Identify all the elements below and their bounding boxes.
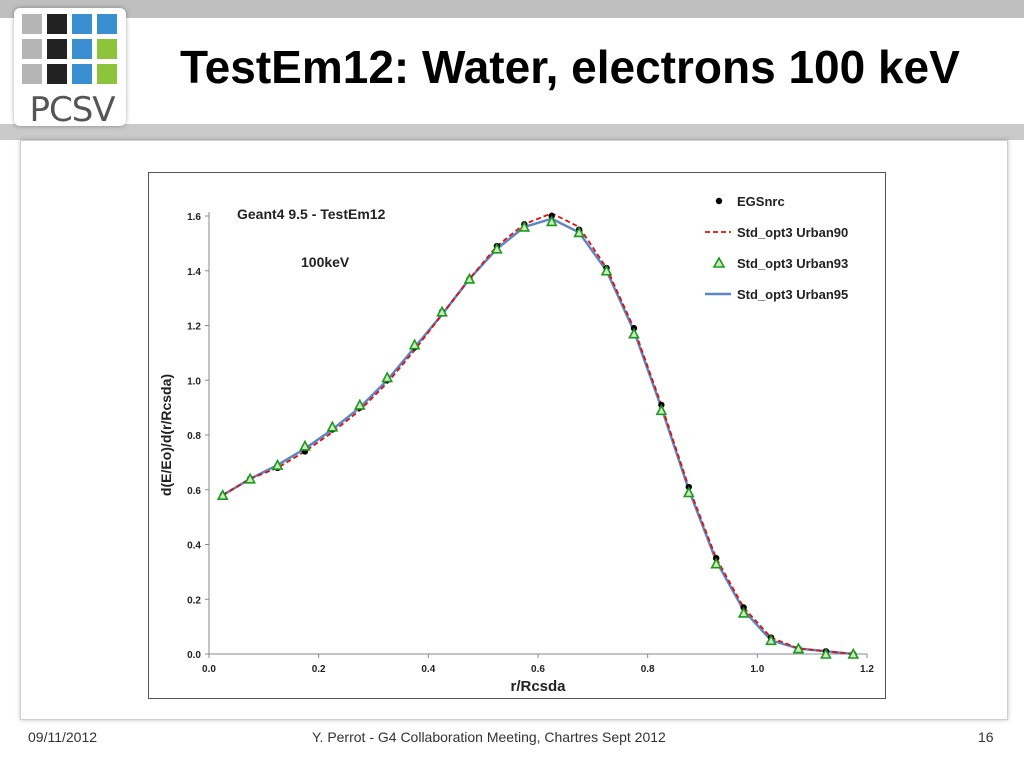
footer-date: 09/11/2012 [28, 729, 98, 745]
y-tick-label: 1.6 [187, 212, 201, 223]
chart: 0.0 0.2 0.4 0.6 0.8 1.0 1.2 1.4 1.6 0.0 0.2 0.4 0.6 0… [158, 194, 874, 695]
top-bar [0, 0, 1024, 18]
logo-square [22, 14, 42, 34]
chart-frame: 0.0 0.2 0.4 0.6 0.8 1.0 1.2 1.4 1.6 0.0 0.2 0.4 0.6 0… [148, 172, 886, 699]
legend-label: EGSnrc [737, 194, 785, 209]
x-tick-label: 0.8 [641, 664, 655, 675]
y-tick-label: 1.4 [187, 267, 201, 278]
legend-marker-urban93 [712, 256, 726, 268]
legend-label: Std_opt3 Urban90 [737, 225, 848, 240]
logo-text: PCSV [29, 90, 115, 130]
point-urban93 [573, 226, 585, 238]
point-urban93 [518, 220, 531, 232]
x-tick-label: 0.2 [312, 664, 326, 675]
pcsv-logo: PCSV [14, 8, 126, 130]
logo-square [72, 14, 92, 34]
legend-label: Std_opt3 Urban95 [737, 287, 848, 302]
point-urban93 [463, 272, 476, 284]
annotation-geant4: Geant4 9.5 - TestEm12 [237, 206, 386, 222]
legend-label: Std_opt3 Urban93 [737, 256, 848, 271]
logo-square [47, 14, 67, 34]
point-urban93 [299, 439, 311, 451]
point-urban93 [765, 634, 777, 646]
point-urban93 [792, 642, 805, 654]
x-tick-label: 0.6 [531, 664, 545, 675]
point-urban93 [737, 606, 750, 618]
point-urban93 [216, 489, 229, 501]
x-tick-label: 0.4 [421, 664, 435, 675]
logo-square [97, 39, 117, 59]
annotation-energy: 100keV [301, 254, 350, 270]
logo-square [22, 64, 42, 84]
y-tick-label: 0.0 [187, 650, 201, 661]
logo-square [97, 14, 117, 34]
point-urban93 [408, 338, 421, 350]
legend-marker-egsnrc [715, 197, 723, 205]
title-separator-bar [0, 124, 1024, 140]
point-urban93 [655, 404, 668, 416]
point-urban93 [353, 398, 366, 410]
series-line-urban90 [222, 212, 854, 655]
x-tick-label: 1.0 [750, 664, 764, 675]
point-urban93 [682, 486, 695, 498]
logo-square [47, 39, 67, 59]
point-urban93 [244, 472, 256, 484]
point-urban93 [271, 458, 284, 470]
y-tick-label: 0.2 [187, 595, 201, 606]
logo-square [47, 64, 67, 84]
slide-title: TestEm12: Water, electrons 100 keV [180, 41, 960, 93]
logo-square [72, 39, 92, 59]
point-urban93 [326, 420, 339, 432]
y-tick-label: 0.8 [187, 431, 201, 442]
point-urban93 [710, 557, 723, 569]
y-axis-label: d(E/Eo)/d(r/Rcsda) [158, 374, 174, 496]
point-urban93 [436, 305, 448, 317]
point-urban93 [545, 215, 558, 227]
series-line-urban95 [222, 217, 854, 656]
x-tick-label: 0.0 [202, 664, 216, 675]
footer-center: Y. Perrot - G4 Collaboration Meeting, Ch… [312, 729, 666, 745]
logo-square [72, 64, 92, 84]
logo-square-grid [22, 14, 122, 96]
y-tick-label: 1.2 [187, 322, 201, 333]
y-tick-label: 1.0 [187, 376, 201, 387]
point-urban93 [491, 242, 503, 254]
point-urban93 [820, 647, 832, 659]
logo-square [97, 64, 117, 84]
y-tick-label: 0.6 [187, 486, 201, 497]
point-urban93 [628, 327, 640, 339]
page-number: 16 [978, 729, 994, 745]
point-urban93 [847, 647, 860, 659]
point-urban93 [600, 264, 613, 276]
x-axis-label: r/Rcsda [510, 678, 566, 695]
point-urban93 [381, 371, 394, 383]
x-tick-label: 1.2 [860, 664, 874, 675]
logo-square [22, 39, 42, 59]
y-tick-label: 0.4 [187, 541, 201, 552]
